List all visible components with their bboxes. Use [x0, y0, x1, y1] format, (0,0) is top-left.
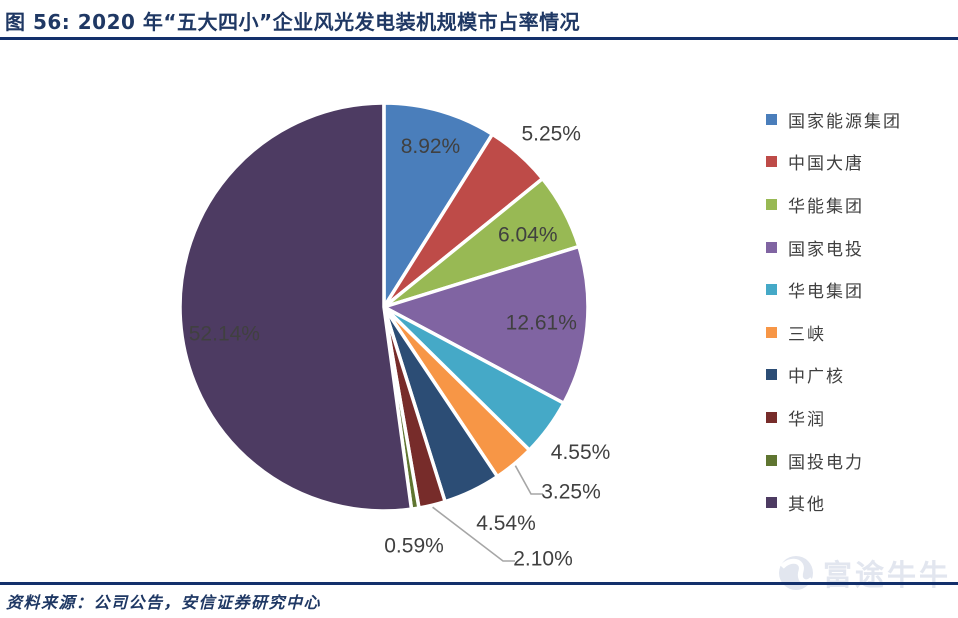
- pie-value-label-0: 8.92%: [401, 135, 461, 158]
- legend-item-4: 华电集团: [766, 268, 902, 311]
- pie-value-label-2: 6.04%: [498, 224, 558, 247]
- legend-label-4: 华电集团: [788, 282, 864, 303]
- watermark: 富途牛牛: [775, 552, 951, 594]
- legend-swatch-0: [766, 113, 777, 125]
- legend-item-1: 中国大唐: [766, 141, 902, 184]
- legend-swatch-6: [766, 369, 777, 381]
- legend-item-5: 三峡: [766, 311, 902, 354]
- legend-label-1: 中国大唐: [788, 154, 864, 175]
- figure-title: 图 56: 2020 年“五大四小”企业风光发电装机规模市占率情况: [5, 10, 581, 34]
- legend-label-9: 其他: [788, 495, 826, 516]
- pie-value-label-9: 52.14%: [189, 322, 260, 345]
- legend-item-2: 华能集团: [766, 183, 902, 226]
- pie-value-label-3: 12.61%: [506, 312, 577, 335]
- chart-legend: 国家能源集团 中国大唐华能集团国家电投华电集团三峡中广核华润国投电力其他: [766, 98, 902, 524]
- watermark-text: 富途牛牛: [823, 558, 952, 592]
- title-rule: [0, 37, 958, 40]
- legend-swatch-2: [766, 198, 777, 210]
- pie-value-label-5: 3.25%: [541, 481, 601, 504]
- legend-label-7: 华润: [788, 409, 826, 430]
- pie-value-label-1: 5.25%: [521, 123, 581, 146]
- pie-slice-3: [382, 244, 590, 405]
- futu-niuniu-logo-icon: [779, 556, 814, 590]
- legend-swatch-3: [766, 241, 777, 253]
- legend-swatch-9: [766, 497, 777, 509]
- legend-item-3: 国家电投: [766, 226, 902, 269]
- pie-value-label-6: 4.54%: [476, 512, 536, 535]
- legend-item-9: 其他: [766, 481, 902, 524]
- footer-rule: [0, 582, 958, 585]
- legend-label-2: 华能集团: [788, 196, 864, 217]
- legend-swatch-5: [766, 326, 777, 338]
- pie-chart: 8.92% 5.25% 6.04% 12.61% 4.55% 3.25%4.54% 2.10…: [178, 101, 611, 571]
- legend-item-6: 中广核: [766, 354, 902, 397]
- leader-line-7: [432, 506, 515, 562]
- legend-item-8: 国投电力: [766, 439, 902, 482]
- source-note: 资料来源：公司公告，安信证券研究中心: [6, 593, 322, 612]
- legend-swatch-7: [766, 411, 777, 423]
- pie-value-label-8: 0.59%: [384, 535, 444, 558]
- pie-value-label-7: 2.10%: [513, 548, 573, 571]
- leader-line-5: [514, 465, 543, 495]
- pie-slice-9: [178, 101, 414, 513]
- legend-label-5: 三峡: [788, 324, 826, 345]
- pie-value-label-4: 4.55%: [551, 441, 611, 464]
- legend-item-0: 国家能源集团: [766, 98, 902, 141]
- pie-slice-0: [382, 101, 495, 309]
- legend-label-6: 中广核: [788, 367, 845, 388]
- legend-swatch-8: [766, 454, 777, 466]
- legend-label-3: 国家电投: [788, 239, 864, 260]
- legend-swatch-4: [766, 284, 777, 296]
- legend-swatch-1: [766, 156, 777, 168]
- legend-label-8: 国投电力: [788, 452, 864, 473]
- legend-item-7: 华润: [766, 396, 902, 439]
- legend-label-0: 国家能源集团: [788, 111, 902, 132]
